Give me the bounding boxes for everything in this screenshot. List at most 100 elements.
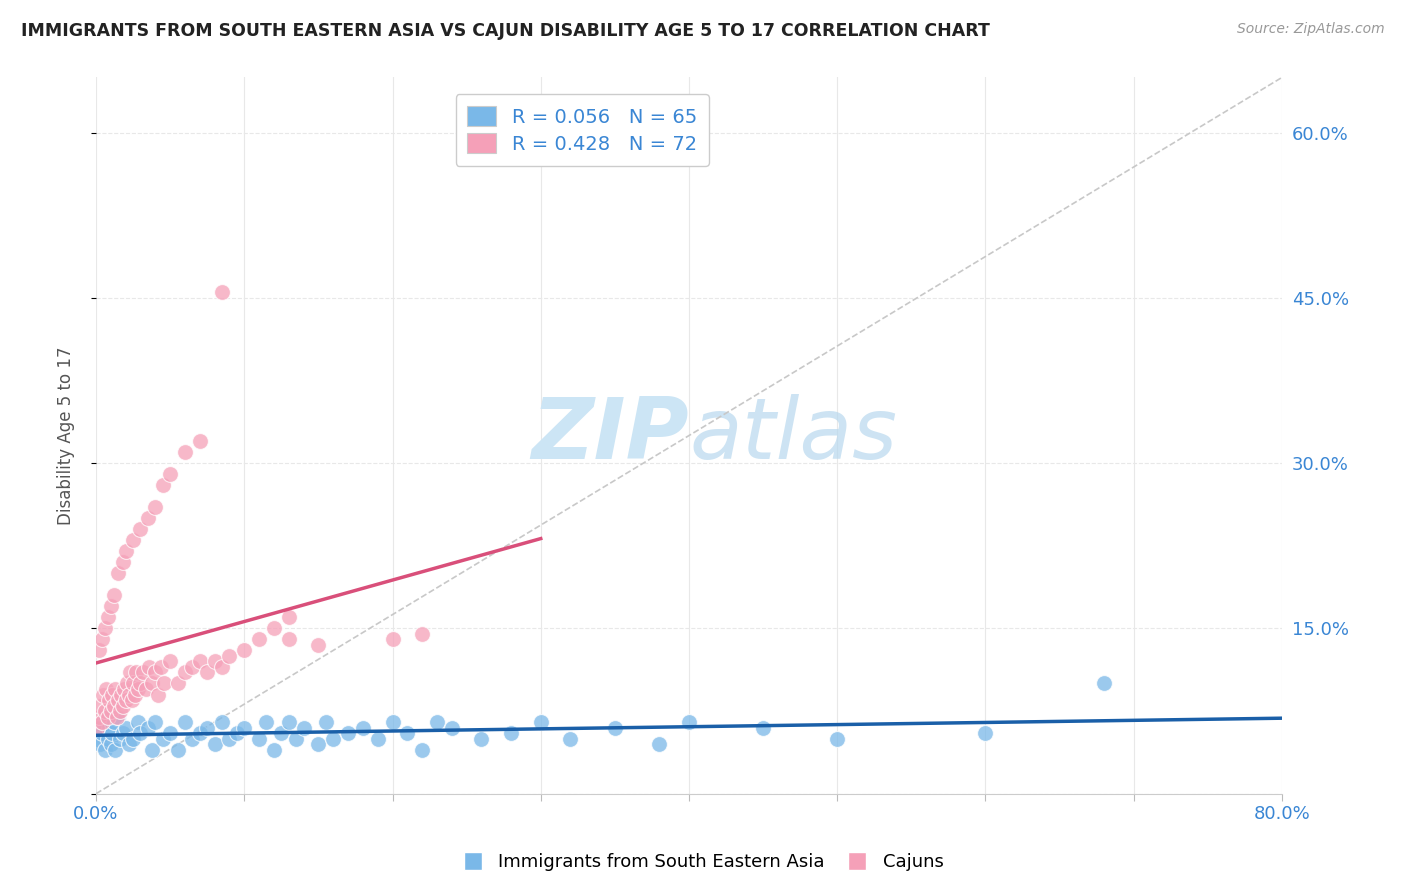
Point (143, 665, 166, 680)
Point (277, 632, 299, 647)
Point (120, 665, 142, 680)
Point (129, 522, 152, 536)
Point (101, 688, 124, 702)
Point (125, 665, 148, 680)
Point (285, 731, 308, 746)
Point (143, 714, 166, 729)
Point (181, 660, 204, 674)
Point (530, 714, 553, 729)
Point (91, 714, 114, 729)
Point (181, 731, 204, 746)
Point (108, 731, 131, 746)
Text: ZIP: ZIP (531, 394, 689, 477)
Point (97, 731, 120, 746)
Point (225, 726, 247, 740)
Point (86, 721, 108, 735)
Point (122, 676, 145, 690)
Point (678, 714, 700, 729)
Point (233, 643, 256, 657)
Point (136, 511, 159, 525)
Point (105, 709, 128, 723)
Point (111, 555, 134, 569)
Text: Source: ZipAtlas.com: Source: ZipAtlas.com (1237, 22, 1385, 37)
Point (263, 742, 285, 756)
Point (129, 676, 152, 690)
Point (263, 621, 285, 635)
Text: IMMIGRANTS FROM SOUTH EASTERN ASIA VS CAJUN DISABILITY AGE 5 TO 17 CORRELATION C: IMMIGRANTS FROM SOUTH EASTERN ASIA VS CA… (21, 22, 990, 40)
Point (96, 681, 118, 696)
Point (204, 737, 226, 751)
Point (211, 714, 233, 729)
Point (352, 721, 374, 735)
Point (114, 693, 136, 707)
Point (143, 500, 166, 515)
Point (426, 714, 449, 729)
Point (98, 721, 121, 735)
Point (603, 721, 626, 735)
Point (159, 467, 181, 482)
Point (86, 731, 108, 746)
Point (111, 726, 134, 740)
Point (107, 566, 129, 581)
Point (322, 731, 344, 746)
Point (148, 688, 170, 702)
Point (117, 737, 139, 751)
Point (381, 632, 404, 647)
Point (129, 726, 152, 740)
Point (159, 726, 181, 740)
Point (101, 726, 124, 740)
Point (195, 721, 218, 735)
Point (159, 655, 181, 669)
Point (94, 704, 117, 718)
Point (307, 737, 329, 751)
Point (91, 632, 114, 647)
Point (247, 632, 270, 647)
Point (337, 726, 360, 740)
Point (97, 709, 120, 723)
Point (121, 693, 143, 707)
Point (204, 655, 226, 669)
Point (648, 737, 671, 751)
Point (141, 676, 163, 690)
Point (411, 627, 433, 641)
Point (108, 704, 131, 718)
Point (94, 621, 117, 635)
Point (211, 285, 233, 300)
Point (411, 742, 433, 756)
Point (292, 721, 315, 735)
Point (103, 698, 125, 713)
Point (104, 742, 127, 756)
Point (188, 655, 211, 669)
Point (752, 721, 775, 735)
Point (974, 726, 997, 740)
Point (233, 721, 256, 735)
Point (89, 698, 111, 713)
Point (277, 610, 299, 624)
Point (501, 726, 523, 740)
Point (141, 742, 163, 756)
Point (111, 698, 134, 713)
Point (122, 731, 145, 746)
Point (93, 688, 115, 702)
Point (256, 714, 278, 729)
Point (89, 737, 111, 751)
Point (135, 681, 157, 696)
Point (100, 599, 122, 614)
Point (94, 742, 117, 756)
Point (117, 688, 139, 702)
Point (103, 714, 125, 729)
Point (114, 544, 136, 558)
Point (112, 681, 135, 696)
Point (87, 709, 110, 723)
Point (136, 721, 159, 735)
Point (104, 681, 127, 696)
Point (307, 638, 329, 652)
Point (218, 731, 240, 746)
Point (211, 660, 233, 674)
Point (97, 610, 120, 624)
Point (107, 693, 129, 707)
Point (114, 721, 136, 735)
Point (132, 665, 155, 680)
Point (100, 737, 122, 751)
Legend: Immigrants from South Eastern Asia, Cajuns: Immigrants from South Eastern Asia, Caju… (456, 847, 950, 879)
